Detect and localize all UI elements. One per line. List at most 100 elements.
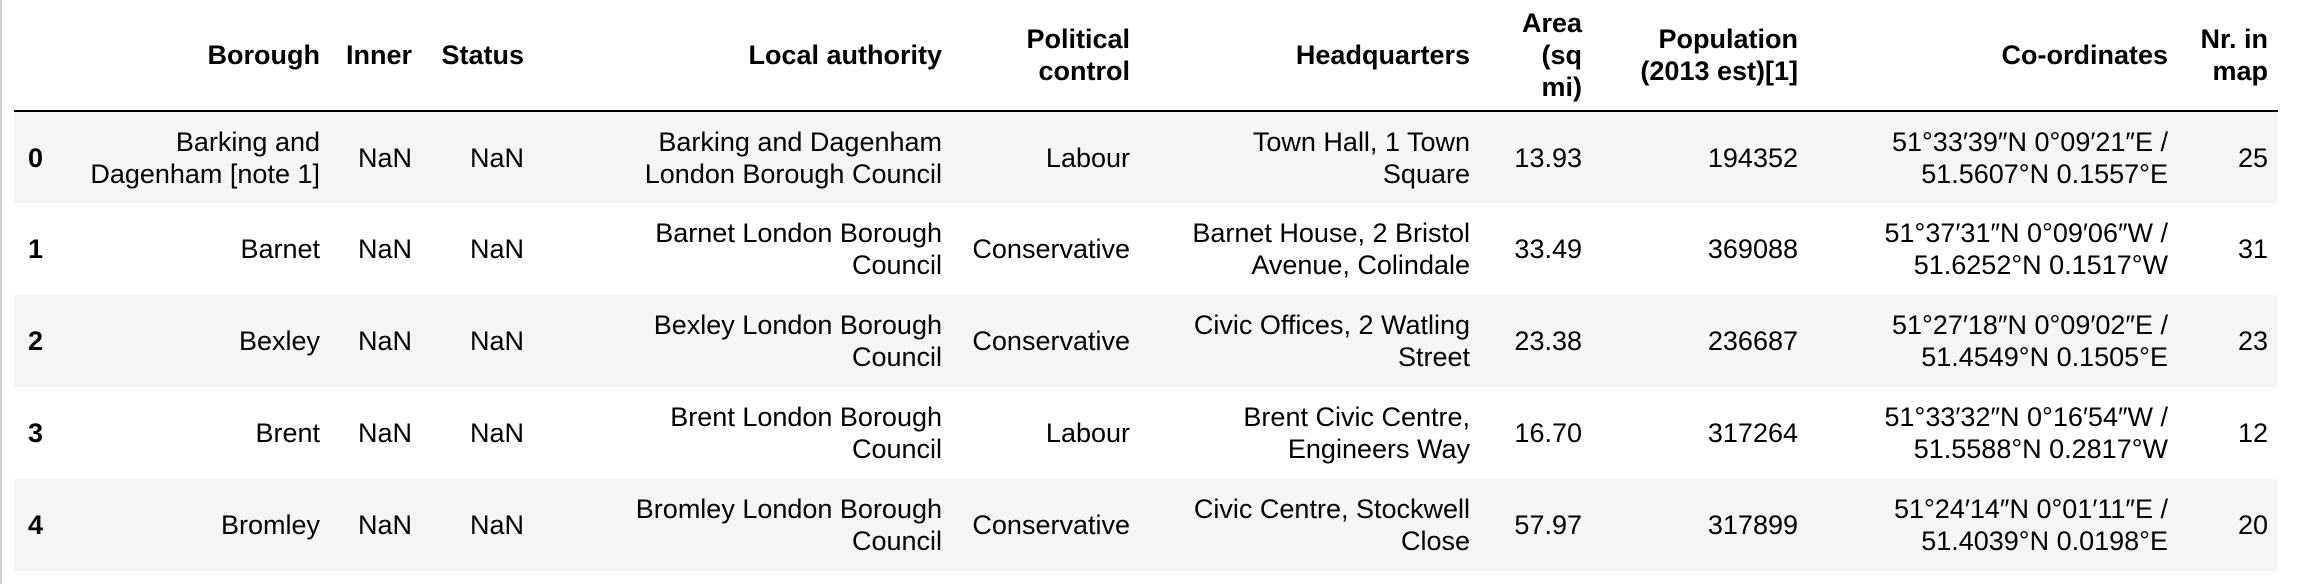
cell-area: 13.93	[1514, 142, 1582, 173]
cell-borough: Brent	[70, 387, 330, 479]
output-cell-left-border	[0, 0, 2, 584]
cell-area: 57.97	[1514, 510, 1582, 540]
cell-local-authority-line: Council	[851, 342, 942, 372]
cell-local-authority: Bromley London Borough Council	[534, 479, 952, 571]
cell-coordinates-line: 51.4549°N 0.1505°E	[1921, 342, 2168, 372]
table-row: 3 Brent NaN NaN Brent London Borough Council L…	[14, 387, 2278, 479]
cell-headquarters-line: Brent Civic Centre,	[1243, 402, 1470, 432]
cell-population: 317899	[1707, 510, 1798, 540]
cell-political-control: Labour	[1045, 418, 1130, 448]
header-headquarters: Headquarters	[1140, 0, 1480, 112]
header-political-control-line: control	[1038, 56, 1131, 86]
cell-borough-line: Barking and	[175, 126, 320, 157]
table-row: 4 Bromley NaN NaN Bromley London Borough Coun…	[14, 479, 2278, 571]
header-nr-in-map-line: map	[2212, 56, 2268, 86]
cell-coordinates-line: 51.4039°N 0.0198°E	[1921, 526, 2168, 556]
header-local-authority: Local authority	[534, 0, 952, 112]
cell-local-authority-line: Council	[851, 250, 942, 280]
cell-coordinates-line: 51°27′18″N 0°09′02″E /	[1891, 310, 2168, 340]
row-index: 4	[28, 510, 44, 540]
cell-coordinates-line: 51°33′32″N 0°16′54″W /	[1884, 402, 2169, 432]
header-coordinates: Co-ordinates	[1808, 0, 2178, 112]
cell-nr-in-map: 20	[2237, 510, 2268, 540]
cell-borough: Barking and Dagenham [note 1]	[70, 111, 330, 203]
cell-coordinates: 51°24′14″N 0°01′11″E /51.4039°N 0.0198°E	[1808, 479, 2178, 571]
cell-borough: Bexley	[70, 295, 330, 387]
cell-population: 369088	[1707, 234, 1798, 264]
header-area: Area (sq mi)	[1480, 0, 1592, 112]
cell-nr-in-map: 25	[2237, 142, 2268, 173]
cell-local-authority-line: Bexley London Borough	[653, 310, 942, 340]
cell-headquarters-line: Civic Offices, 2 Watling	[1193, 310, 1470, 340]
cell-nr-in-map: 23	[2237, 326, 2268, 356]
header-inner: Inner	[330, 0, 422, 112]
cell-coordinates-line: 51°33′39″N 0°09′21″E /	[1891, 126, 2168, 157]
cell-local-authority: Barking and Dagenham London Borough Counc…	[534, 111, 952, 203]
table-header: Borough Inner Status Local authority Pol…	[14, 0, 2278, 112]
cell-borough: Bromley	[70, 479, 330, 571]
cell-area: 16.70	[1514, 418, 1582, 448]
cell-population: 236687	[1707, 326, 1798, 356]
cell-borough-line: Brent	[255, 418, 320, 448]
cell-headquarters-line: Barnet House, 2 Bristol	[1192, 218, 1470, 248]
header-nr-in-map-line: Nr. in	[2200, 24, 2268, 54]
cell-local-authority-line: Brent London Borough	[670, 402, 942, 432]
header-row: Borough Inner Status Local authority Pol…	[14, 0, 2278, 112]
cell-status: NaN	[469, 510, 524, 540]
cell-headquarters-line: Civic Centre, Stockwell	[1193, 494, 1470, 524]
header-area-line: mi)	[1541, 72, 1583, 102]
cell-local-authority-line: London Borough Council	[644, 158, 942, 189]
cell-political-control: Conservative	[972, 326, 1130, 356]
cell-headquarters-line: Street	[1397, 342, 1470, 372]
cell-local-authority-line: Council	[851, 434, 942, 464]
cell-status: NaN	[469, 418, 524, 448]
row-index: 1	[28, 234, 44, 264]
cell-nr-in-map: 31	[2237, 234, 2268, 264]
cell-local-authority: Barnet London Borough Council	[534, 203, 952, 295]
cell-status: NaN	[469, 234, 524, 264]
header-population: Population (2013 est)[1]	[1592, 0, 1808, 112]
cell-coordinates-line: 51°37′31″N 0°09′06″W /	[1884, 218, 2169, 248]
table-body: 0 Barking and Dagenham [note 1] NaN NaN Barki…	[14, 111, 2278, 571]
cell-coordinates-line: 51.5588°N 0.2817°W	[1913, 434, 2168, 464]
header-population-line: Population	[1658, 24, 1798, 54]
cell-local-authority-line: Bromley London Borough	[635, 494, 942, 524]
row-index: 0	[28, 142, 44, 173]
header-index-blank	[14, 0, 70, 112]
header-political-control: Political control	[952, 0, 1140, 112]
row-index: 2	[28, 326, 44, 356]
table-row: 1 Barnet NaN NaN Barnet London Borough Counci…	[14, 203, 2278, 295]
dataframe-table: Borough Inner Status Local authority Pol…	[14, 0, 2278, 571]
cell-inner: NaN	[357, 234, 412, 264]
cell-political-control: Labour	[1045, 142, 1130, 173]
cell-borough-line: Bexley	[238, 326, 320, 356]
cell-borough-line: Barnet	[240, 234, 320, 264]
cell-headquarters: Town Hall, 1 Town Square	[1140, 111, 1480, 203]
row-index: 3	[28, 418, 44, 448]
cell-population: 317264	[1707, 418, 1798, 448]
header-borough: Borough	[70, 0, 330, 112]
cell-headquarters: Brent Civic Centre, Engineers Way	[1140, 387, 1480, 479]
cell-coordinates-line: 51°24′14″N 0°01′11″E /	[1893, 494, 2168, 524]
cell-inner: NaN	[357, 418, 412, 448]
header-area-line: Area	[1521, 8, 1582, 38]
cell-status: NaN	[469, 142, 524, 173]
header-political-control-line: Political	[1026, 24, 1130, 54]
cell-coordinates-line: 51.5607°N 0.1557°E	[1921, 158, 2168, 189]
cell-local-authority-line: Barking and Dagenham	[658, 126, 942, 157]
header-status: Status	[422, 0, 534, 112]
cell-headquarters: Civic Centre, Stockwell Close	[1140, 479, 1480, 571]
cell-inner: NaN	[357, 142, 412, 173]
cell-coordinates: 51°37′31″N 0°09′06″W /51.6252°N 0.1517°W	[1808, 203, 2178, 295]
cell-status: NaN	[469, 326, 524, 356]
cell-area: 23.38	[1514, 326, 1582, 356]
header-nr-in-map: Nr. in map	[2178, 0, 2278, 112]
cell-coordinates: 51°27′18″N 0°09′02″E /51.4549°N 0.1505°E	[1808, 295, 2178, 387]
header-population-line: (2013 est)[1]	[1640, 56, 1798, 86]
cell-local-authority: Bexley London Borough Council	[534, 295, 952, 387]
header-area-line: (sq	[1541, 40, 1583, 70]
cell-coordinates-line: 51.6252°N 0.1517°W	[1913, 250, 2168, 280]
cell-borough: Barnet	[70, 203, 330, 295]
cell-headquarters: Barnet House, 2 Bristol Avenue, Colindale	[1140, 203, 1480, 295]
cell-headquarters-line: Engineers Way	[1287, 434, 1470, 464]
